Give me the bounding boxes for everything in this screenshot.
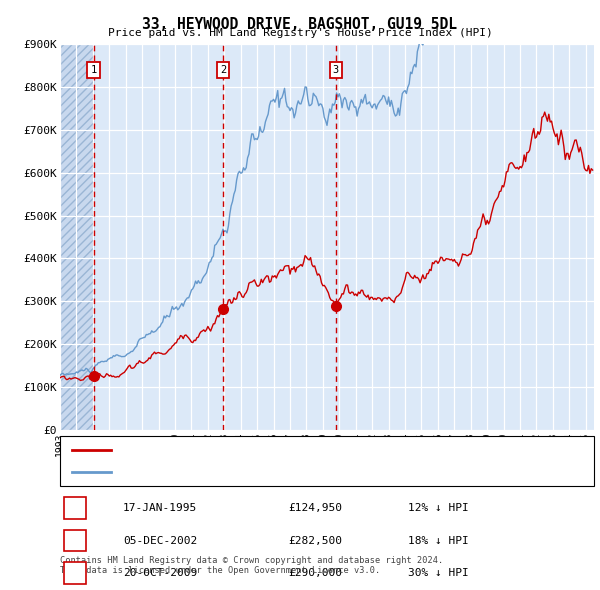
Text: Contains HM Land Registry data © Crown copyright and database right 2024.
This d: Contains HM Land Registry data © Crown c…: [60, 556, 443, 575]
Text: 2: 2: [71, 536, 79, 546]
Text: 1: 1: [91, 65, 97, 75]
Text: 2: 2: [220, 65, 226, 75]
Bar: [60, 44, 94, 430]
Text: 30% ↓ HPI: 30% ↓ HPI: [408, 568, 469, 578]
Text: 17-JAN-1995: 17-JAN-1995: [123, 503, 197, 513]
Text: 33, HEYWOOD DRIVE, BAGSHOT, GU19 5DL: 33, HEYWOOD DRIVE, BAGSHOT, GU19 5DL: [143, 17, 458, 31]
Text: 20-OCT-2009: 20-OCT-2009: [123, 568, 197, 578]
Text: 1: 1: [71, 503, 79, 513]
Text: 18% ↓ HPI: 18% ↓ HPI: [408, 536, 469, 546]
Text: Price paid vs. HM Land Registry's House Price Index (HPI): Price paid vs. HM Land Registry's House …: [107, 28, 493, 38]
Text: 12% ↓ HPI: 12% ↓ HPI: [408, 503, 469, 513]
Text: £124,950: £124,950: [288, 503, 342, 513]
Text: £290,000: £290,000: [288, 568, 342, 578]
Text: 3: 3: [333, 65, 339, 75]
Text: £282,500: £282,500: [288, 536, 342, 546]
Text: HPI: Average price, detached house, Surrey Heath: HPI: Average price, detached house, Surr…: [117, 467, 417, 477]
Text: 3: 3: [71, 568, 79, 578]
Text: 05-DEC-2002: 05-DEC-2002: [123, 536, 197, 546]
Bar: [60, 44, 94, 430]
Text: 33, HEYWOOD DRIVE, BAGSHOT, GU19 5DL (detached house): 33, HEYWOOD DRIVE, BAGSHOT, GU19 5DL (de…: [117, 445, 448, 455]
